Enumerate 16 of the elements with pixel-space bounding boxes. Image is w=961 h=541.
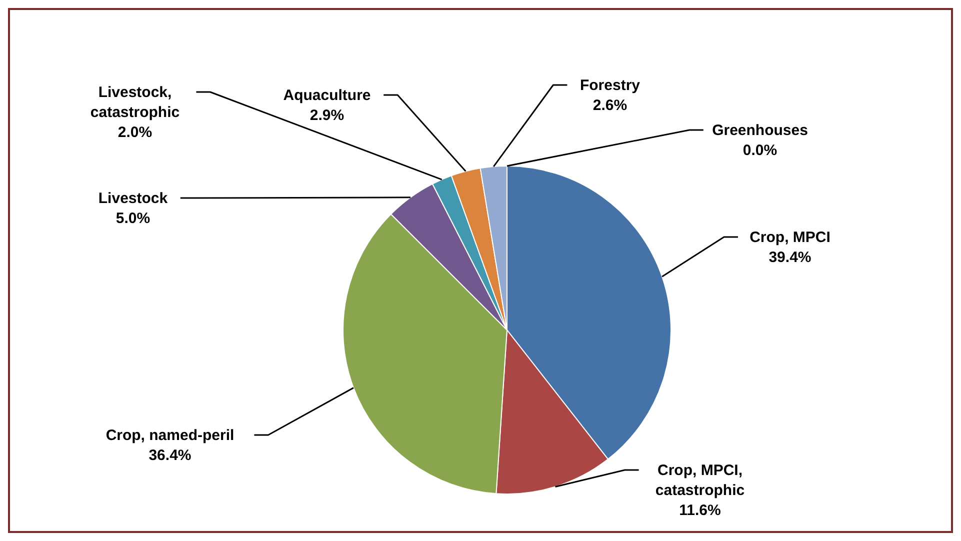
category-label: Greenhouses (712, 122, 808, 138)
data-label: 5.0% (116, 210, 150, 226)
data-label: 2.9% (310, 106, 344, 124)
data-label: 2.0% (118, 124, 152, 140)
slice-label: Forestry (580, 76, 641, 94)
data-label: 39.4% (768, 248, 812, 266)
data-label: 36.4% (148, 446, 192, 464)
slice-label: Aquaculture (283, 86, 371, 104)
text: 0.0% (742, 142, 778, 158)
slice-label: Crop, MPCI, catastrophic (655, 462, 745, 498)
slice-label: Crop, MPCI (750, 228, 830, 246)
data-label: 2.6% (592, 96, 628, 114)
slice-label: Livestock, catastrophic (90, 84, 180, 120)
slice-label: Livestock (98, 190, 168, 206)
data-label: 11.6% (679, 502, 721, 518)
slice-label: Crop, named-peril (106, 426, 234, 444)
